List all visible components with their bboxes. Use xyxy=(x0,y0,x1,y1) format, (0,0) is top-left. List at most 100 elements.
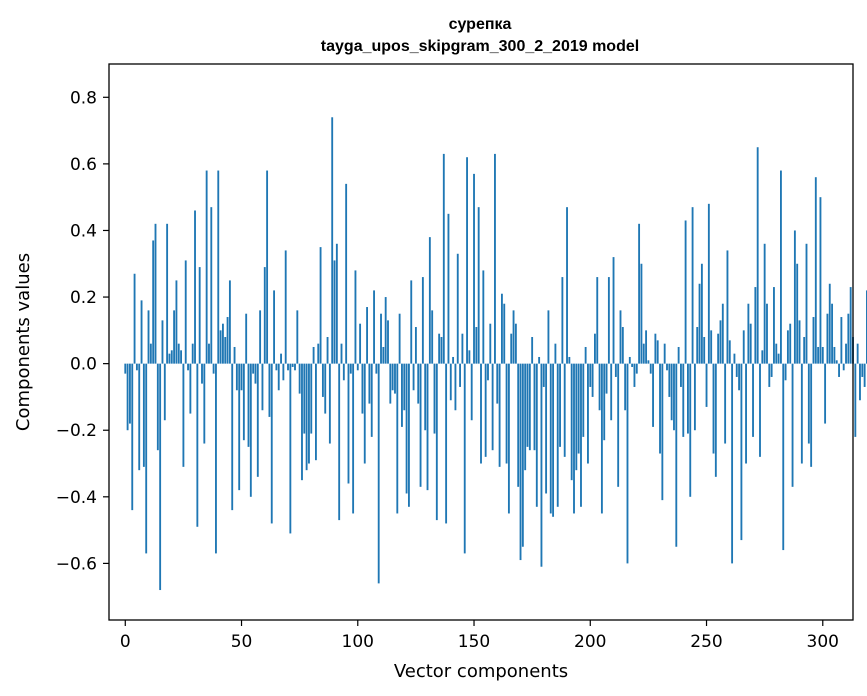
bar xyxy=(738,363,741,391)
bar xyxy=(198,267,201,364)
bar xyxy=(373,290,375,364)
bar xyxy=(705,363,708,407)
y-tick-label: −0.6 xyxy=(56,554,97,574)
bar xyxy=(814,177,817,364)
bar xyxy=(156,363,159,451)
bar xyxy=(796,263,799,364)
bar xyxy=(368,363,371,404)
bar xyxy=(554,343,557,364)
bar xyxy=(528,363,531,451)
bar xyxy=(556,363,559,507)
bar xyxy=(589,363,592,387)
bar xyxy=(642,343,645,364)
bar xyxy=(863,363,866,387)
bar xyxy=(773,287,775,364)
bar xyxy=(294,363,296,371)
bar xyxy=(208,343,210,364)
bar xyxy=(408,363,410,507)
bar xyxy=(777,353,780,364)
bar xyxy=(575,363,578,471)
plot-frame xyxy=(108,63,854,621)
bar xyxy=(352,363,355,514)
bar xyxy=(570,363,573,481)
bar xyxy=(215,363,217,554)
bar xyxy=(263,267,266,364)
bar xyxy=(189,363,192,414)
bar xyxy=(531,337,534,364)
bar xyxy=(842,363,845,371)
bar xyxy=(482,270,485,364)
bar xyxy=(700,263,703,364)
y-tick-label: 0.2 xyxy=(70,288,97,308)
bar xyxy=(512,310,515,364)
bar xyxy=(535,363,538,507)
bar xyxy=(180,350,182,364)
bar xyxy=(249,363,252,497)
bar xyxy=(473,173,475,364)
chart-subtitle: tayga_upos_skipgram_300_2_2019 model xyxy=(321,38,639,55)
bar xyxy=(433,363,436,434)
y-tick-label: −0.4 xyxy=(56,488,97,508)
bar xyxy=(500,293,503,364)
bar xyxy=(187,363,189,371)
bar xyxy=(447,213,450,364)
bar xyxy=(533,363,536,451)
bar xyxy=(542,363,545,387)
bar xyxy=(173,310,176,364)
bar xyxy=(480,363,482,464)
bar xyxy=(177,343,180,364)
bar xyxy=(384,297,387,364)
bar xyxy=(668,363,671,397)
bar xyxy=(603,363,606,441)
bar xyxy=(849,287,852,364)
bar xyxy=(703,337,706,364)
bar xyxy=(182,363,185,467)
bar xyxy=(621,327,624,364)
x-tick-label: 150 xyxy=(458,632,490,652)
bar xyxy=(763,243,766,364)
bar xyxy=(610,363,613,421)
bar xyxy=(149,343,152,364)
bar xyxy=(349,363,352,374)
bar xyxy=(142,363,145,467)
chart-title: сурепка xyxy=(449,16,512,33)
bar xyxy=(456,253,459,364)
bar xyxy=(821,346,824,364)
bar xyxy=(301,363,303,481)
bar xyxy=(405,363,408,494)
bar xyxy=(319,247,322,364)
bar xyxy=(587,363,589,464)
bar xyxy=(631,363,634,367)
bar xyxy=(401,363,403,427)
bar xyxy=(712,363,715,454)
bar xyxy=(326,337,329,364)
bar xyxy=(724,363,727,444)
y-tick-label: 0.8 xyxy=(70,88,97,108)
bar xyxy=(670,363,673,421)
bar xyxy=(524,363,527,471)
bar xyxy=(256,363,259,477)
bar xyxy=(389,363,392,404)
bar xyxy=(717,333,720,364)
bar xyxy=(233,346,236,364)
bar xyxy=(154,223,157,364)
bar xyxy=(805,243,808,364)
bar xyxy=(835,360,838,364)
bar xyxy=(491,363,494,451)
bar xyxy=(803,337,806,364)
bar xyxy=(617,363,620,487)
bar xyxy=(577,363,580,454)
bar xyxy=(568,356,571,364)
bar xyxy=(428,237,431,364)
bar xyxy=(661,363,664,501)
bar xyxy=(600,363,603,514)
bar xyxy=(231,363,234,511)
bar xyxy=(596,277,599,364)
bar xyxy=(338,363,341,521)
bar xyxy=(798,320,801,364)
bar xyxy=(645,330,648,364)
x-axis-label: Vector components xyxy=(394,661,568,682)
bar xyxy=(838,363,840,377)
bar xyxy=(819,197,822,364)
